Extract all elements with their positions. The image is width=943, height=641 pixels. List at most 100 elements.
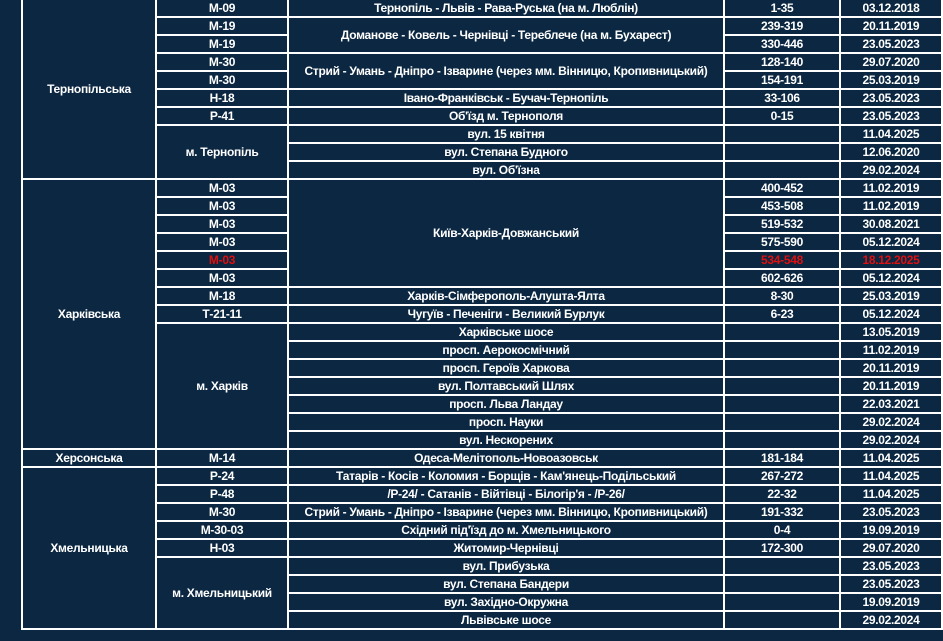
road-name-cell: просп. Науки	[287, 412, 725, 432]
road-name-cell: Стрий - Умань - Дніпро - Ізварине (через…	[287, 502, 725, 522]
table-row: м. Тернопіль вул. 15 квітня 11.04.2025	[22, 124, 943, 180]
km-cell	[723, 430, 841, 450]
km-cell: 534-548	[723, 250, 841, 270]
table-row: Тернопільська М-09 Тернопіль - Львів - Рав…	[21, 0, 943, 180]
road-cell: Н-18	[155, 88, 289, 108]
table-row: М-03 534-548 18.12.2025	[22, 250, 943, 270]
road-name-cell: Чугуїв - Печеніги - Великий Бурлук	[287, 304, 725, 324]
table-row: вул. Полтавський Шлях 20.11.2019	[22, 376, 943, 396]
road-cell: М-03	[155, 214, 289, 234]
km-cell: 22-32	[723, 484, 841, 504]
km-cell	[723, 358, 841, 378]
date-cell: 23.05.2023	[839, 574, 943, 594]
date-cell: 05.12.2024	[839, 232, 943, 252]
km-cell: 172-300	[723, 538, 841, 558]
table-row: м. Харків Харківське шосе 13.05.2019	[22, 322, 943, 450]
date-cell: 25.03.2019	[839, 286, 943, 306]
road-cell: м. Харків	[155, 322, 289, 450]
date-cell: 11.04.2025	[839, 466, 943, 486]
date-cell: 20.11.2019	[839, 376, 943, 396]
km-cell	[723, 340, 841, 360]
road-name-cell: Тернопіль - Львів - Рава-Руська (на м. Л…	[287, 0, 725, 18]
road-cell: М-30	[155, 502, 289, 522]
road-name-cell: вул. 15 квітня	[287, 124, 725, 144]
road-name-cell: вул. Західно-Окружна	[287, 592, 725, 612]
km-cell: 453-508	[723, 196, 841, 216]
date-cell: 13.05.2019	[839, 322, 943, 342]
km-cell: 33-106	[723, 88, 841, 108]
road-cell: м. Хмельницький	[155, 556, 289, 630]
road-cell: М-03	[155, 268, 289, 288]
road-name-cell: Харків-Сімферополь-Алушта-Ялта	[287, 286, 725, 306]
date-cell: 22.03.2021	[839, 394, 943, 414]
table-row: М-30 154-191 25.03.2019	[22, 70, 943, 90]
km-cell: 181-184	[723, 448, 841, 468]
table-row: Н-03 Житомир-Чернівці 172-300 29.07.2020	[22, 538, 943, 558]
km-cell: 0-15	[723, 106, 841, 126]
date-cell: 29.02.2024	[839, 430, 943, 450]
date-cell: 30.08.2021	[839, 214, 943, 234]
road-name-cell: Об'їзд м. Тернополя	[287, 106, 725, 126]
road-name-cell: вул. Прибузька	[287, 556, 725, 576]
date-cell: 11.04.2025	[839, 448, 943, 468]
date-cell: 05.12.2024	[839, 268, 943, 288]
km-cell: 519-532	[723, 214, 841, 234]
road-cell: Т-21-11	[155, 304, 289, 324]
date-cell: 29.02.2024	[839, 412, 943, 432]
km-cell: 239-319	[723, 16, 841, 36]
km-cell	[723, 124, 841, 144]
km-cell: 400-452	[723, 178, 841, 198]
date-cell: 20.11.2019	[839, 358, 943, 378]
region-cell: Харківська	[21, 178, 157, 450]
road-name-cell: просп. Аерокосмічний	[287, 340, 725, 360]
road-cell: м. Тернопіль	[155, 124, 289, 180]
road-name-cell: вул. Степана Бандери	[287, 574, 725, 594]
km-cell: 6-23	[723, 304, 841, 324]
table-row: М-03 519-532 30.08.2021	[22, 214, 943, 234]
region-cell: Тернопільська	[21, 0, 157, 180]
date-cell: 29.02.2024	[839, 160, 943, 180]
date-cell: 23.05.2023	[839, 34, 943, 54]
date-cell: 03.12.2018	[839, 0, 943, 18]
road-cell: Р-24	[155, 466, 289, 486]
date-cell: 23.05.2023	[839, 88, 943, 108]
date-cell: 25.03.2019	[839, 70, 943, 90]
table-row: Р-41 Об'їзд м. Тернополя 0-15 23.05.2023	[22, 106, 943, 126]
road-name-cell: Одеса-Мелітополь-Новоазовськ	[287, 448, 725, 468]
road-name-cell: Житомир-Чернівці	[287, 538, 725, 558]
km-cell: 191-332	[723, 502, 841, 522]
road-name-cell: Львівське шосе	[287, 610, 725, 630]
road-name-cell: просп. Героїв Харкова	[287, 358, 725, 378]
table-row: М-03 602-626 05.12.2024	[22, 268, 943, 288]
table-row: м. Хмельницький вул. Прибузька 23.05.2023	[22, 556, 943, 630]
road-cell: М-18	[155, 286, 289, 306]
table-row: просп. Науки 29.02.2024	[22, 412, 943, 432]
table-row: Херсонська М-14 Одеса-Мелітополь-Новоазовс…	[21, 448, 943, 468]
road-cell: М-03	[155, 232, 289, 252]
km-cell	[723, 142, 841, 162]
table-row: М-30-03 Східний під'їзд до м. Хмельницько…	[22, 520, 943, 540]
date-cell: 11.04.2025	[839, 484, 943, 504]
table-row: вул. Об'їзна 29.02.2024	[22, 160, 943, 180]
road-name-cell: /Р-24/ - Сатанів - Війтівці - Білогір'я …	[287, 484, 725, 504]
table-row: Львівське шосе 29.02.2024	[22, 610, 943, 630]
table-row: вул. Західно-Окружна 19.09.2019	[22, 592, 943, 612]
date-cell: 19.09.2019	[839, 520, 943, 540]
road-name-cell: Івано-Франківськ - Бучач-Тернопіль	[287, 88, 725, 108]
km-cell: 8-30	[723, 286, 841, 306]
date-cell: 12.06.2020	[839, 142, 943, 162]
km-cell: 128-140	[723, 52, 841, 72]
table-row: М-03 575-590 05.12.2024	[22, 232, 943, 252]
table-row: Т-21-11 Чугуїв - Печеніги - Великий Бурлу…	[22, 304, 943, 324]
date-cell: 11.02.2019	[839, 340, 943, 360]
date-cell: 23.05.2023	[839, 502, 943, 522]
km-cell: 267-272	[723, 466, 841, 486]
road-cell: М-30	[155, 52, 289, 72]
road-name-cell: Київ-Харків-Довжанський	[287, 178, 725, 288]
date-cell: 20.11.2019	[839, 16, 943, 36]
road-name-cell: вул. Полтавський Шлях	[287, 376, 725, 396]
road-cell: Р-41	[155, 106, 289, 126]
table-row: Хмельницька Р-24 Татарів - Косів - Коломия…	[21, 466, 943, 630]
road-name-cell: Стрий - Умань - Дніпро - Ізварине (через…	[287, 52, 725, 90]
road-cell: М-14	[155, 448, 289, 468]
